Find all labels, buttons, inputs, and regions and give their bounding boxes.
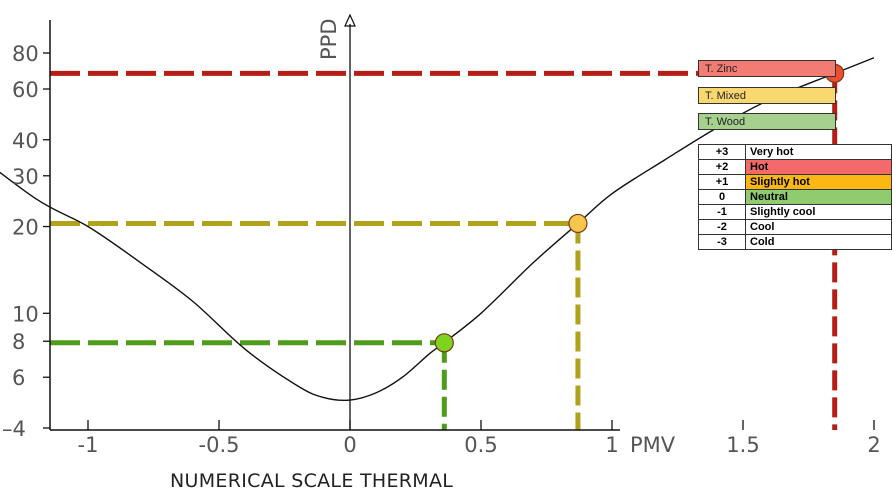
y-tick-label: 6: [12, 366, 25, 390]
scale-label: Cool: [745, 219, 892, 235]
axes: [49, 13, 620, 431]
scale-row: 0 Neutral: [698, 189, 892, 205]
scale-code: -2: [698, 219, 746, 235]
y-axis-label: PPD: [317, 19, 341, 61]
scale-row: -3 Cold: [698, 234, 892, 250]
scale-label: Neutral: [745, 189, 892, 205]
scale-code: -3: [698, 234, 746, 250]
y-tick-label: 20: [12, 216, 39, 240]
x-tick-label: 1: [605, 433, 618, 457]
y-tick-label: –4: [2, 417, 26, 441]
point-t-mixed: [568, 213, 588, 234]
x-tick-label: -0.5: [199, 433, 240, 457]
tick-labels: –468102030406080-2-1.5-1-0.500.511.52PMV…: [2, 19, 881, 458]
scale-label: Very hot: [745, 144, 892, 160]
x-axis-label: PMV: [630, 433, 676, 457]
x-tick-label: 1.5: [726, 433, 759, 457]
legend-item-t-wood: T. Wood: [698, 113, 836, 130]
scale-code: +1: [698, 174, 746, 190]
y-tick-label: 80: [12, 42, 39, 66]
scale-label: Slightly hot: [745, 174, 892, 190]
y-tick-label: 30: [12, 165, 39, 189]
scale-row: +3 Very hot: [698, 144, 892, 160]
scale-row: -1 Slightly cool: [698, 204, 892, 220]
ppd-curve: [0, 57, 875, 402]
thermal-scale-table: +3 Very hot +2 Hot +1 Slightly hot 0 Neutral -1 S…: [698, 144, 892, 250]
scale-row: -2 Cool: [698, 219, 892, 235]
y-tick-label: 40: [12, 129, 39, 153]
x-tick-label: 0.5: [464, 433, 497, 457]
scale-label: Cold: [745, 234, 892, 250]
y-axis-arrow: [344, 13, 356, 27]
scale-label: Slightly cool: [745, 204, 892, 220]
y-tick-label: 60: [12, 78, 39, 102]
chart-caption: NUMERICAL SCALE THERMAL: [170, 470, 454, 492]
curve-layer: [0, 57, 875, 402]
legend-item-t-mixed: T. Mixed: [698, 87, 836, 104]
x-tick-label: 0: [343, 433, 356, 457]
scale-row: +2 Hot: [698, 159, 892, 175]
x-tick-label: 2: [867, 433, 880, 457]
y-tick-label: 10: [12, 302, 39, 326]
scale-code: 0: [698, 189, 746, 205]
point-t-wood: [434, 333, 454, 353]
scale-label: Hot: [745, 159, 892, 175]
x-tick-label: -1: [78, 433, 99, 457]
scale-row: +1 Slightly hot: [698, 174, 892, 190]
scale-code: +2: [698, 159, 746, 175]
legend-item-t-zinc: T. Zinc: [698, 60, 836, 77]
scale-code: -1: [698, 204, 746, 220]
scale-code: +3: [698, 144, 746, 160]
y-tick-label: 8: [12, 330, 25, 354]
